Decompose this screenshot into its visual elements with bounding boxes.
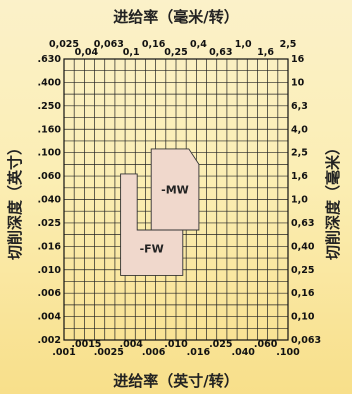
x-tick-label-bottom: .016 xyxy=(187,347,211,358)
bottom-axis-title: 进给率（英寸/转） xyxy=(113,372,238,390)
plot-frame xyxy=(63,58,289,341)
x-tick-label-top: 0,25 xyxy=(164,47,187,58)
x-tick-label-bottom: .060 xyxy=(254,339,278,350)
y-tick-label-left: .006 xyxy=(38,288,62,299)
y-tick-label-right: 6,3 xyxy=(291,101,308,112)
y-tick-label-right: 0,16 xyxy=(291,288,315,299)
x-tick-label-top: 0,025 xyxy=(49,39,79,50)
y-tick-label-right: 4,0 xyxy=(291,124,308,135)
y-tick-label-right: 1,6 xyxy=(291,171,308,182)
x-tick-label-bottom: .006 xyxy=(142,347,166,358)
x-tick-label-bottom: .0015 xyxy=(71,339,101,350)
y-tick-label-left: .400 xyxy=(38,77,62,88)
regions: -MW -FW xyxy=(120,148,200,276)
y-tick-label-right: 10 xyxy=(291,77,305,88)
y-tick-label-right: 0,063 xyxy=(291,335,321,346)
region-mw xyxy=(150,148,200,231)
left-axis-title: 切削深度（英寸） xyxy=(6,140,24,260)
x-tick-label-top: 2,5 xyxy=(280,39,297,50)
y-tick-label-left: .060 xyxy=(38,171,62,182)
region-label-mw: -MW xyxy=(161,183,189,196)
y-tick-label-right: 0,63 xyxy=(291,218,314,229)
y-tick-label-right: 1,0 xyxy=(291,195,308,206)
y-tick-label-left: .250 xyxy=(38,101,62,112)
top-axis-title: 进给率（毫米/转） xyxy=(113,8,238,26)
y-tick-label-left: .010 xyxy=(38,265,62,276)
y-tick-label-right: 0,40 xyxy=(291,241,315,252)
x-tick-label-bottom: .025 xyxy=(209,339,232,350)
region-fw xyxy=(120,173,184,276)
y-tick-label-left: .016 xyxy=(38,241,62,252)
region-label-fw: -FW xyxy=(140,243,164,256)
x-tick-label-bottom: .040 xyxy=(231,347,255,358)
y-tick-label-left: .025 xyxy=(38,218,61,229)
y-tick-label-right: 0,25 xyxy=(291,265,314,276)
x-tick-label-top: 0,4 xyxy=(190,39,207,50)
y-tick-label-left: .002 xyxy=(38,335,61,346)
y-tick-label-left: .004 xyxy=(38,312,62,323)
y-tick-label-left: .630 xyxy=(38,54,62,65)
x-tick-label-bottom: .100 xyxy=(276,347,300,358)
x-tick-label-top: 0,63 xyxy=(209,47,232,58)
x-tick-label-bottom: .0025 xyxy=(94,347,124,358)
x-tick-label-bottom: .010 xyxy=(164,339,188,350)
y-tick-label-left: .160 xyxy=(38,124,62,135)
y-tick-label-left: .100 xyxy=(38,148,62,159)
x-tick-label-bottom: .001 xyxy=(52,347,75,358)
y-tick-label-right: 2,5 xyxy=(291,148,308,159)
x-tick-label-top: 0,063 xyxy=(94,39,124,50)
tick-labels: .001.0015.0025.004.006.010.016.025.040.0… xyxy=(38,39,322,358)
x-tick-label-top: 1,6 xyxy=(257,47,274,58)
x-tick-label-top: 0,04 xyxy=(75,47,99,58)
right-axis-title: 切削深度（毫米） xyxy=(324,140,342,260)
y-tick-label-right: 16 xyxy=(291,54,305,65)
x-tick-label-top: 0,16 xyxy=(142,39,166,50)
x-tick-label-bottom: .004 xyxy=(119,339,143,350)
x-tick-label-top: 0,1 xyxy=(123,47,140,58)
y-tick-label-left: .040 xyxy=(38,195,62,206)
y-tick-label-right: 0,10 xyxy=(291,312,315,323)
x-tick-label-top: 1,0 xyxy=(235,39,252,50)
